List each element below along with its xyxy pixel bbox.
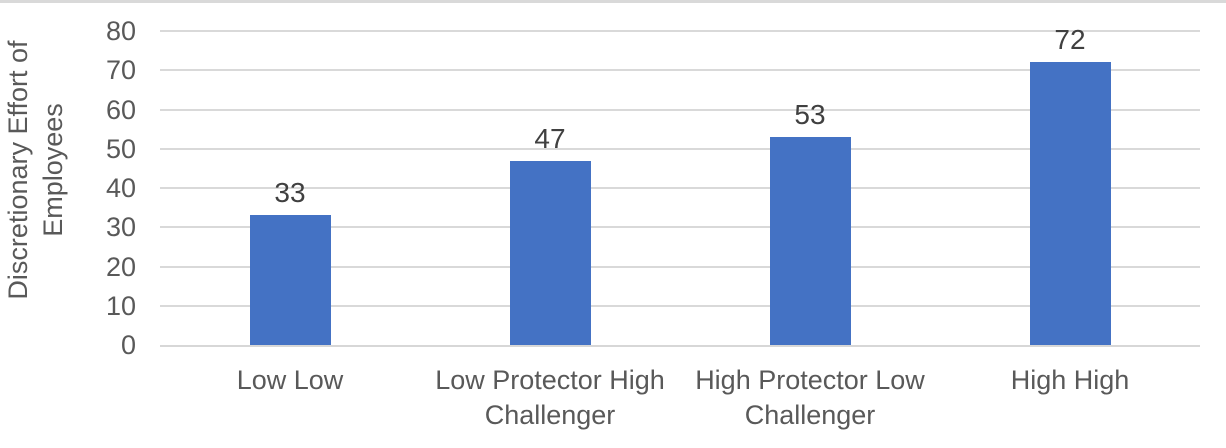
bar bbox=[769, 136, 851, 345]
top-border bbox=[0, 0, 1226, 3]
x-category-label: Low Low bbox=[236, 365, 344, 395]
bar-data-label: 47 bbox=[534, 122, 566, 154]
y-tick-label: 60 bbox=[105, 94, 136, 125]
bar-data-label: 72 bbox=[1054, 24, 1086, 56]
bar-data-label: 33 bbox=[274, 177, 306, 209]
gridline bbox=[160, 226, 1200, 229]
gridline bbox=[160, 108, 1200, 111]
y-tick-label: 20 bbox=[105, 251, 136, 282]
gridline bbox=[160, 147, 1200, 150]
y-tick-label: 50 bbox=[105, 133, 136, 164]
y-axis-title: Discretionary Effort of Employees bbox=[3, 40, 68, 300]
y-tick-label: 80 bbox=[105, 16, 136, 46]
bar-data-label: 53 bbox=[794, 98, 826, 130]
y-tick-label: 40 bbox=[105, 173, 136, 203]
gridline bbox=[160, 69, 1200, 72]
x-category-label: Low Protector High Challenger bbox=[435, 365, 665, 430]
x-category-label: High High bbox=[1010, 365, 1130, 395]
bar bbox=[1029, 62, 1111, 345]
x-axis-line bbox=[160, 345, 1200, 347]
plot-area bbox=[160, 30, 1200, 347]
gridline bbox=[160, 187, 1200, 189]
bar bbox=[509, 160, 591, 345]
gridline bbox=[160, 30, 1200, 32]
gridline bbox=[160, 304, 1200, 307]
bar bbox=[249, 215, 331, 345]
y-tick-label: 70 bbox=[105, 55, 136, 86]
y-tick-label: 10 bbox=[105, 290, 136, 321]
y-tick-label: 0 bbox=[120, 330, 136, 360]
y-tick-label: 30 bbox=[105, 212, 136, 243]
x-category-label: High Protector Low Challenger bbox=[695, 365, 925, 430]
gridline bbox=[160, 265, 1200, 268]
